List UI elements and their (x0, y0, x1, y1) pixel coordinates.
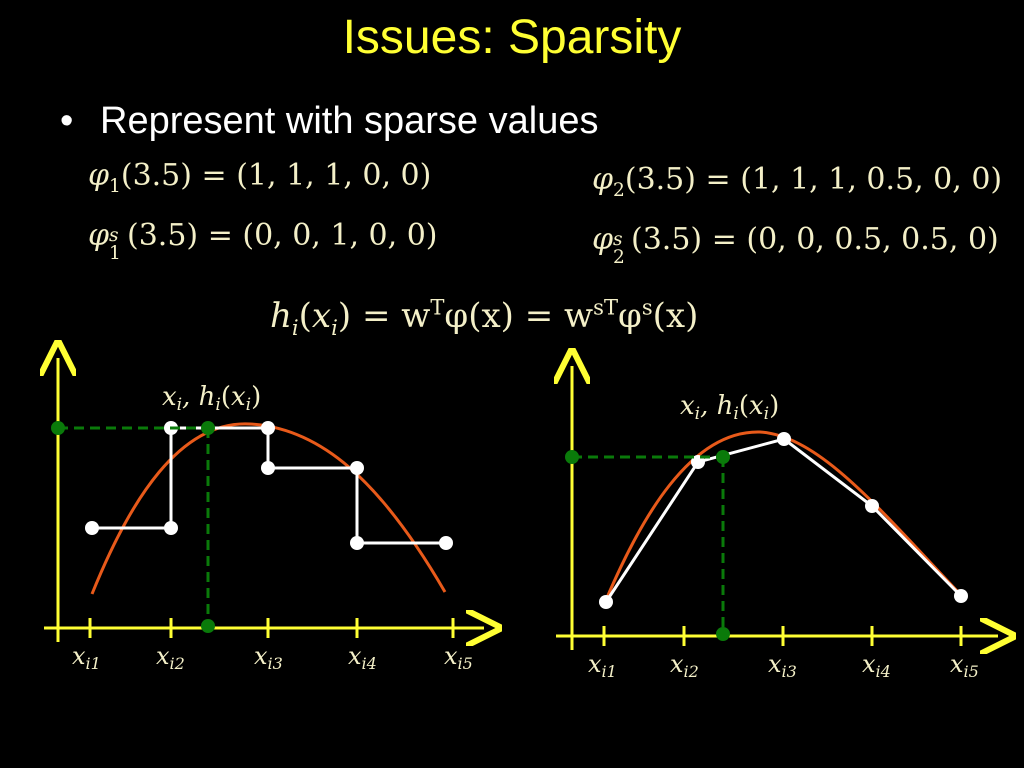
left-tick-label-5: xi5 (444, 642, 473, 673)
left-point (261, 421, 275, 435)
right-ticks (602, 626, 963, 646)
left-point (85, 521, 99, 535)
right-point (599, 595, 613, 609)
left-approx-points (85, 421, 453, 550)
left-point (439, 536, 453, 550)
left-approx-line (92, 426, 446, 545)
right-marker-y (565, 450, 579, 464)
left-point (350, 461, 364, 475)
right-tick-label-3: xi3 (768, 650, 797, 681)
left-tick-label-1: xi1 (72, 642, 101, 673)
left-ticks (88, 618, 455, 638)
left-true-curve (90, 422, 447, 595)
right-point (777, 432, 791, 446)
right-plot: xi, hi(xi) xi1 xi2 xi3 xi4 xi5 (556, 366, 998, 681)
left-marker-point (201, 421, 215, 435)
equation-main: hi(xi) = wTφ(x) = wsTφs(x) (270, 294, 699, 340)
right-tick-label-5: xi5 (950, 650, 979, 681)
right-point (954, 589, 968, 603)
bullet-item: • Represent with sparse values (60, 100, 598, 143)
equation-phi2-sparse: φ s 2 (3.5) = (0, 0, 0.5, 0.5, 0) (592, 222, 999, 269)
right-tick-labels: xi1 xi2 xi3 xi4 xi5 (588, 650, 979, 681)
left-plot: xi, hi(xi) xi1 xi2 xi3 xi4 xi5 (44, 358, 484, 673)
right-tick-label-4: xi4 (862, 650, 891, 681)
left-point (350, 536, 364, 550)
right-marker-point (716, 450, 730, 464)
slide-title: Issues: Sparsity (342, 11, 682, 64)
right-tick-label-2: xi2 (670, 650, 699, 681)
right-point-label: xi, hi(xi) (680, 391, 779, 424)
left-point (261, 461, 275, 475)
left-marker-x (201, 619, 215, 633)
left-tick-labels: xi1 xi2 xi3 xi4 xi5 (72, 642, 473, 673)
left-tick-label-3: xi3 (254, 642, 283, 673)
right-tick-label-1: xi1 (588, 650, 617, 681)
left-tick-label-2: xi2 (156, 642, 185, 673)
left-point-label: xi, hi(xi) (162, 382, 261, 415)
right-marker-x (716, 627, 730, 641)
equation-phi1: φ1(3.5) = (1, 1, 1, 0, 0) (88, 158, 432, 197)
right-approx-points (599, 432, 968, 609)
right-approx-line (604, 437, 963, 603)
left-point (164, 521, 178, 535)
equation-phi2: φ2(3.5) = (1, 1, 1, 0.5, 0, 0) (592, 162, 1003, 201)
bullet-dot-icon: • (60, 100, 74, 142)
equation-phi1-sparse: φ s 1 (3.5) = (0, 0, 1, 0, 0) (88, 218, 438, 265)
bullet-text: Represent with sparse values (100, 100, 599, 142)
right-true-curve (604, 430, 962, 601)
left-tick-label-4: xi4 (348, 642, 377, 673)
right-point (865, 499, 879, 513)
left-marker-y (51, 421, 65, 435)
